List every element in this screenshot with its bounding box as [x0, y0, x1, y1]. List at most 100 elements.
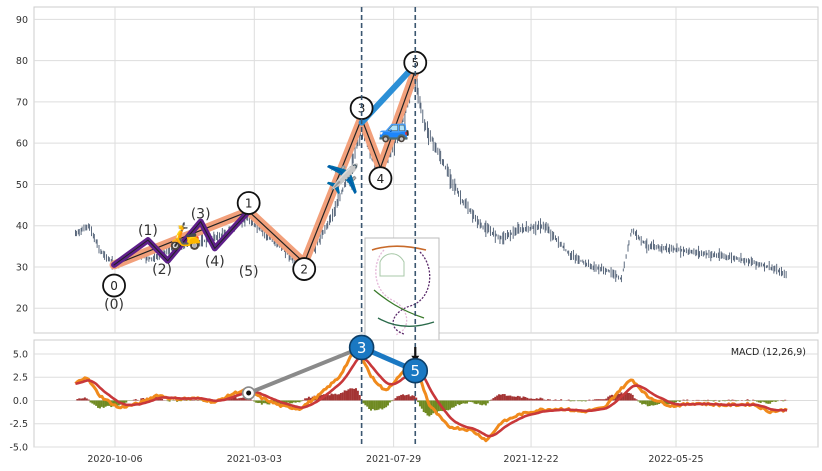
wave-main-label: 3 [358, 102, 366, 116]
macd-hist-bar [260, 400, 263, 405]
macd-hist-bar [746, 399, 749, 401]
macd-hist-bar [290, 400, 293, 404]
macd-hist-bar [134, 399, 137, 401]
macd-hist-bar [97, 400, 100, 408]
macd-hist-bar [782, 400, 785, 402]
macd-hist-bar [552, 399, 555, 401]
macd-hist-bar [543, 399, 546, 401]
macd-hist-bar [447, 400, 450, 411]
macd-hist-bar [520, 397, 523, 401]
macd-hist-bar [417, 400, 420, 403]
macd-hist-bar [560, 399, 563, 401]
macd-hist-bar [735, 400, 738, 402]
macd-hist-bar [253, 400, 256, 402]
macd-hist-bar [343, 390, 346, 401]
macd-hist-bar [238, 398, 241, 401]
macd-hist-bar [526, 397, 529, 401]
macd-hist-bar [588, 399, 591, 401]
macd-hist-bar [707, 399, 710, 401]
macd-hist-bar [242, 397, 245, 401]
macd-annotation-circle [348, 334, 375, 361]
macd-hist-bar [449, 400, 452, 410]
macd-y-tick: 2.5 [13, 373, 28, 384]
scooter-emoji: 🛵 [169, 221, 201, 251]
price-y-tick: 70 [16, 97, 28, 108]
macd-hist-bar [597, 399, 600, 401]
macd-hist-bar [396, 396, 399, 401]
macd-overlay: 35 [241, 334, 429, 400]
macd-hist-bar [370, 400, 373, 411]
macd-hist-bar [306, 398, 309, 401]
macd-hist-bar [102, 400, 105, 408]
macd-hist-bar [725, 400, 728, 402]
macd-hist-bar [601, 399, 604, 401]
macd-hist-bar [479, 400, 482, 405]
macd-annotation-circle [402, 357, 429, 384]
macd-hist-bar [115, 400, 118, 407]
macd-hist-bar [292, 400, 295, 403]
macd-hist-bar [616, 393, 619, 401]
macd-hist-bar [366, 400, 369, 407]
macd-hist-bar [386, 400, 389, 406]
macd-hist-bar [554, 399, 557, 401]
wave-main-label: 0 [110, 279, 118, 293]
macd-hist-bar [464, 400, 467, 404]
macd-hist-bar [409, 396, 412, 401]
macd-hist-bar [548, 399, 551, 401]
macd-hist-bar [755, 400, 758, 402]
wave-main-label: 1 [245, 197, 253, 211]
macd-hist-bar [492, 398, 495, 401]
macd-hist-bar [531, 398, 534, 401]
wave-main-circle [292, 257, 317, 281]
macd-annotation-label: 3 [357, 339, 367, 357]
macd-hist-bar [95, 400, 98, 406]
macd-hist-bar [428, 400, 431, 417]
macd-hist-bar [582, 400, 585, 402]
macd-hist-bar [123, 400, 126, 404]
macd-hist-bar [546, 399, 549, 401]
macd-hist-bar [607, 396, 610, 401]
macd-hist-bar [639, 400, 642, 403]
macd-hist-bar [513, 396, 516, 401]
macd-hist-bar [434, 400, 437, 413]
macd-hist-bar [81, 398, 84, 401]
macd-hist-bar [362, 400, 365, 404]
wave-main-circle [102, 273, 126, 298]
x-tick: 2021-07-29 [366, 454, 421, 465]
macd-hist-bar [686, 399, 689, 401]
macd-hist-bar [528, 398, 531, 401]
macd-hist-bar [522, 396, 525, 401]
macd-hist-bar [567, 399, 570, 401]
macd-hist-bar [125, 400, 128, 403]
x-tick: 2020-10-06 [87, 454, 142, 465]
macd-hist-bar [477, 400, 480, 404]
wave-main-label: 2 [300, 263, 308, 277]
macd-hist-bar [232, 397, 235, 401]
macd-hist-bar [456, 400, 459, 405]
macd-hist-bar [654, 400, 657, 406]
macd-hist-bar [168, 400, 171, 402]
macd-hist-bar [759, 400, 762, 403]
macd-hist-bar [398, 395, 401, 401]
macd-hist-bar [569, 400, 572, 402]
macd-hist-bar [697, 399, 700, 401]
macd-hist-bar [275, 400, 278, 404]
macd-hist-bar [334, 393, 337, 401]
macd-hist-bar [351, 388, 354, 401]
macd-hist-bar [499, 394, 502, 401]
macd-hist-bar [354, 388, 357, 401]
macd-hist-bar [166, 400, 169, 402]
macd-hist-bar [383, 400, 386, 409]
macd-hist-bar [644, 400, 647, 405]
macd-hist-bar [458, 400, 461, 406]
macd-hist-bar [784, 399, 787, 401]
macd-hist-bar [338, 394, 341, 401]
macd-hist-bar [473, 400, 476, 404]
macd-hist-bar [767, 400, 770, 404]
macd-hist-bar [262, 400, 265, 404]
macd-hist-bar [650, 400, 653, 406]
macd-hist-bar [330, 393, 333, 401]
macd-hist-bar [763, 400, 766, 403]
macd-hist-bar [309, 397, 312, 401]
macd-hist-bar [580, 400, 583, 402]
